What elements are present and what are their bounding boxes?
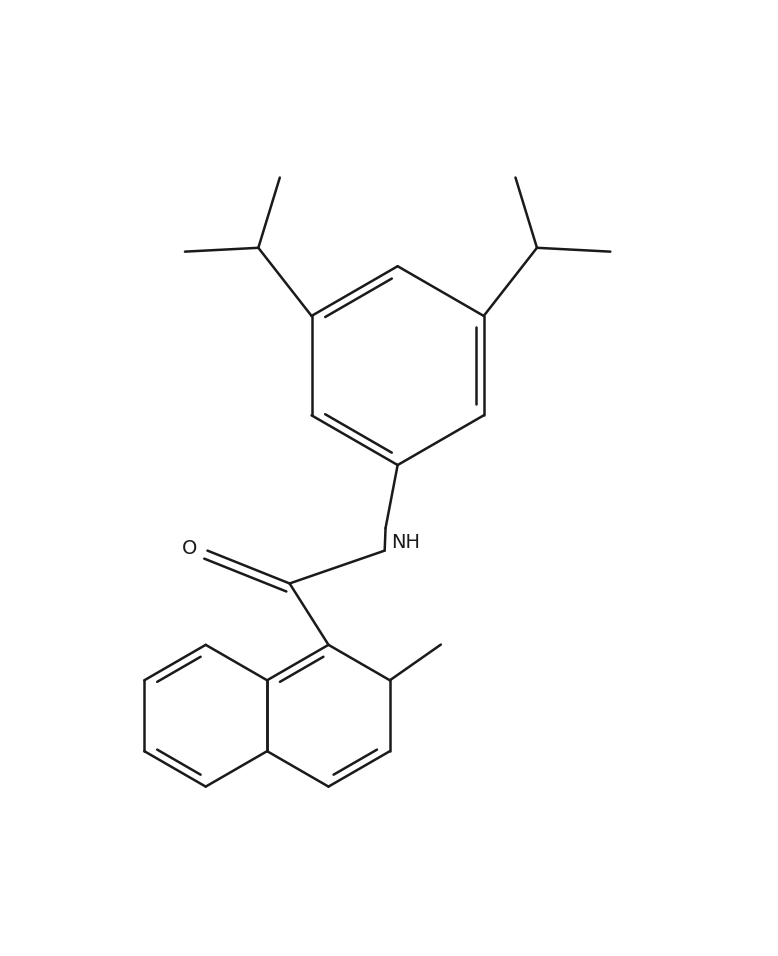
Text: NH: NH — [391, 533, 419, 553]
Text: O: O — [182, 539, 197, 558]
